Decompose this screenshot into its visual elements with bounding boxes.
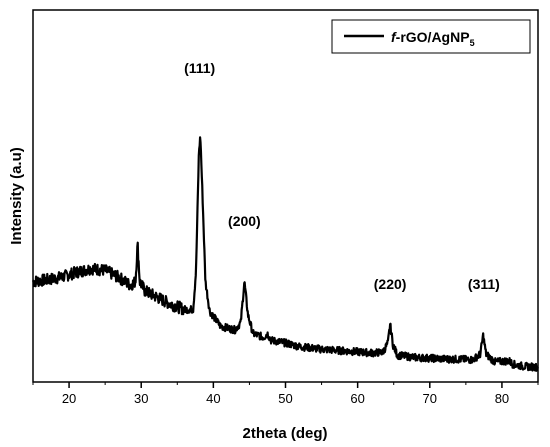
legend-label: f-rGO/AgNP5 — [391, 29, 475, 48]
peak-label-3: (311) — [468, 276, 500, 292]
x-axis-ticks: 20 30 40 50 60 70 80 — [32, 382, 539, 406]
x-tick-label-30: 30 — [134, 391, 148, 406]
y-axis-label: Intensity (a.u) — [8, 147, 25, 245]
x-tick-label-50: 50 — [278, 391, 292, 406]
peak-label-1: (200) — [228, 213, 261, 229]
x-tick-label-20: 20 — [62, 391, 76, 406]
series-line — [32, 136, 539, 372]
legend-label-main: -rGO/AgNP — [396, 29, 470, 45]
x-axis-label: 2theta (deg) — [242, 425, 327, 442]
peak-label-0: (111) — [184, 60, 215, 76]
x-tick-label-80: 80 — [495, 391, 509, 406]
x-tick-label-60: 60 — [350, 391, 364, 406]
plot-frame — [32, 9, 539, 383]
x-tick-label-70: 70 — [423, 391, 437, 406]
x-tick-label-40: 40 — [206, 391, 220, 406]
legend-label-italic: f — [391, 29, 397, 45]
legend-label-subscript: 5 — [470, 38, 475, 48]
legend: f-rGO/AgNP5 — [331, 19, 531, 54]
peak-annotations: (111) (200) (220) (311) — [184, 60, 500, 292]
peak-label-2: (220) — [374, 276, 407, 292]
